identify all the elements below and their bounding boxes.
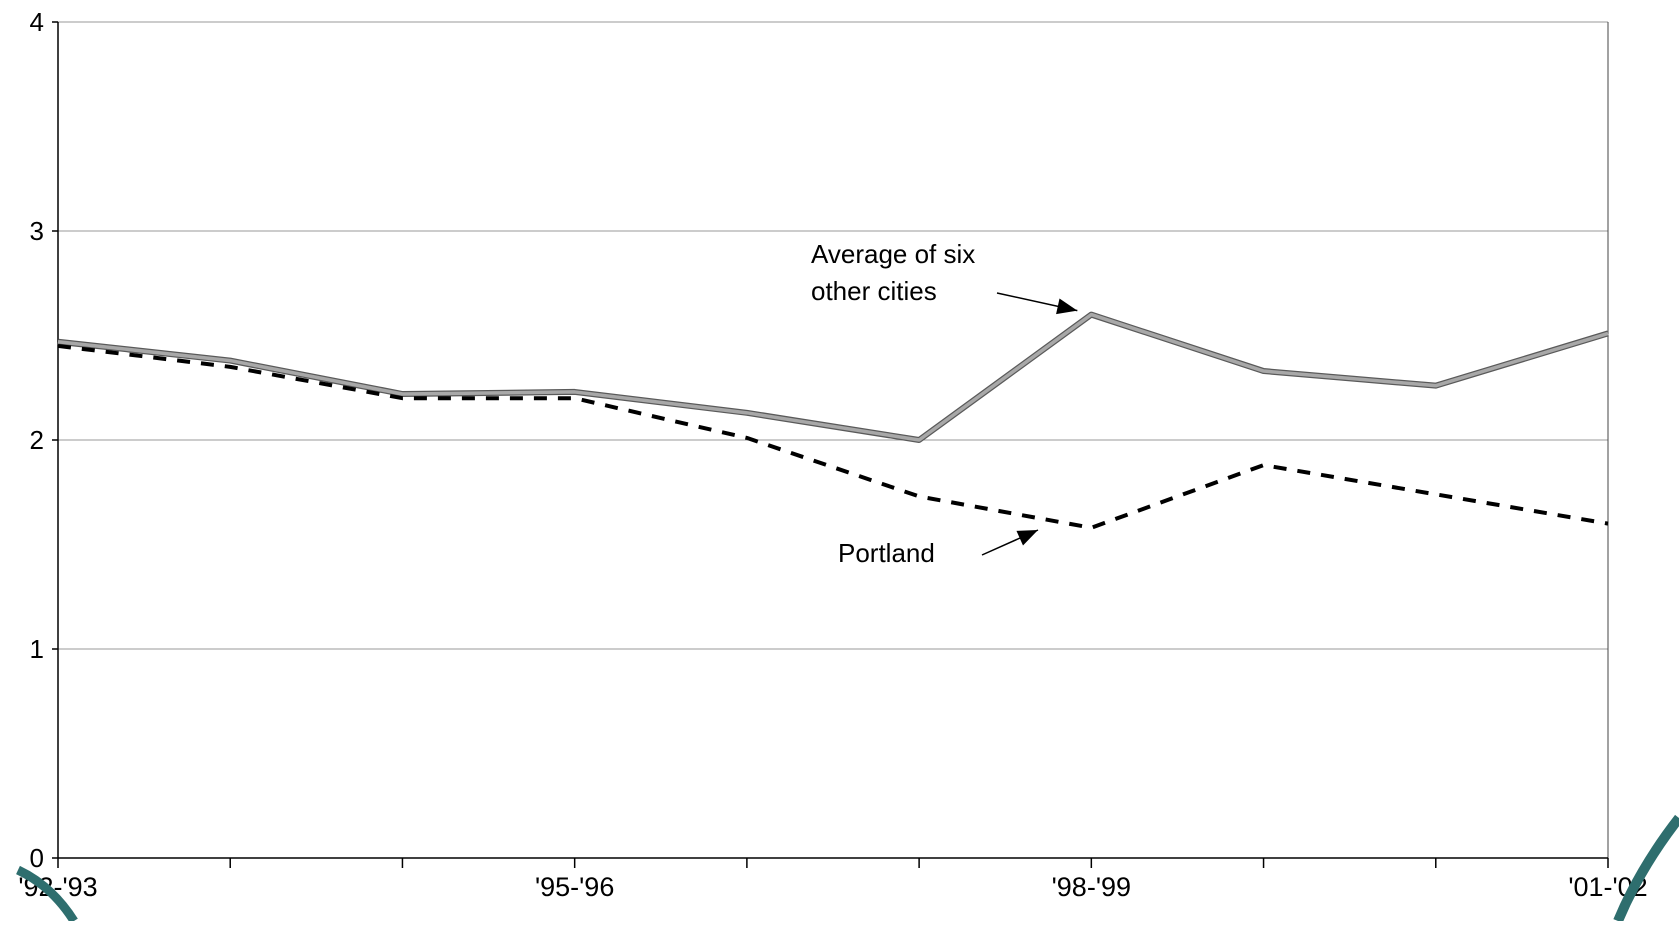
annotation-average-arrow-head bbox=[1056, 298, 1078, 315]
corner-arc-left bbox=[16, 865, 78, 924]
x-tick-label: '95-'96 bbox=[535, 872, 614, 902]
y-tick-label: 3 bbox=[30, 216, 44, 246]
series-line-portland bbox=[57, 343, 1609, 530]
y-tick-label: 4 bbox=[30, 7, 44, 37]
annotation-average-line-1: Average of six bbox=[811, 239, 975, 269]
y-tick-label: 1 bbox=[30, 634, 44, 664]
y-tick-label: 0 bbox=[30, 843, 44, 873]
y-tick-label: 2 bbox=[30, 425, 44, 455]
series-line-average-edge bbox=[57, 311, 1609, 443]
annotation-average-line-2: other cities bbox=[811, 276, 937, 306]
annotation-portland-arrow-head bbox=[1016, 530, 1038, 546]
axes bbox=[52, 21, 1609, 868]
corner-decoration bbox=[16, 814, 1679, 924]
series-lines bbox=[57, 311, 1609, 530]
corner-arc-right bbox=[1613, 814, 1679, 923]
series-line-average-of-six-other-cities bbox=[57, 312, 1609, 442]
annotation-portland-label: Portland bbox=[838, 538, 935, 568]
annotations: Average of six other cities Portland bbox=[811, 239, 1078, 568]
gridlines bbox=[58, 21, 1608, 650]
x-tick-label: '98-'99 bbox=[1052, 872, 1131, 902]
